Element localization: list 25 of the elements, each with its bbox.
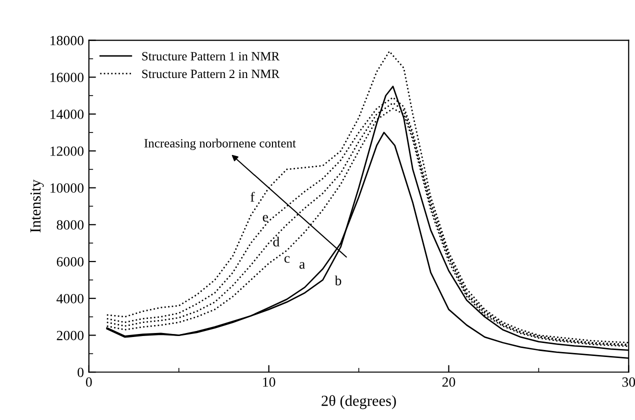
x-axis-title: 2θ (degrees) (322, 395, 396, 410)
x-tick-label: 20 (442, 377, 456, 387)
x-tick-label: 0 (86, 377, 92, 387)
annotation: e (262, 214, 268, 222)
y-tick-label: 2000 (56, 330, 84, 340)
annotation: f (250, 192, 255, 202)
annotation: b (334, 276, 342, 286)
legend-label: Structure Pattern 2 in NMR (142, 70, 280, 78)
annotation: d (273, 236, 280, 247)
y-tick-label: 16000 (50, 72, 84, 82)
annotation: a (300, 262, 305, 269)
annotation: c (284, 256, 290, 263)
x-tick-label: 30 (622, 377, 635, 387)
x-tick-label: 10 (263, 377, 276, 387)
y-tick-label: 14000 (50, 110, 84, 120)
y-tick-label: 12000 (50, 146, 84, 156)
y-axis-title: Intensity (30, 180, 44, 232)
y-tick-label: 18000 (50, 36, 84, 46)
y-tick-label: 10000 (50, 183, 84, 193)
y-tick-label: 6000 (56, 257, 84, 266)
legend-label: Structure Pattern 1 in NMR (142, 52, 280, 60)
y-tick-label: 4000 (56, 294, 84, 304)
y-tick-label: 0 (78, 368, 84, 378)
y-tick-label: 8000 (56, 220, 84, 230)
annotation: Increasing norbornene content (144, 138, 296, 150)
